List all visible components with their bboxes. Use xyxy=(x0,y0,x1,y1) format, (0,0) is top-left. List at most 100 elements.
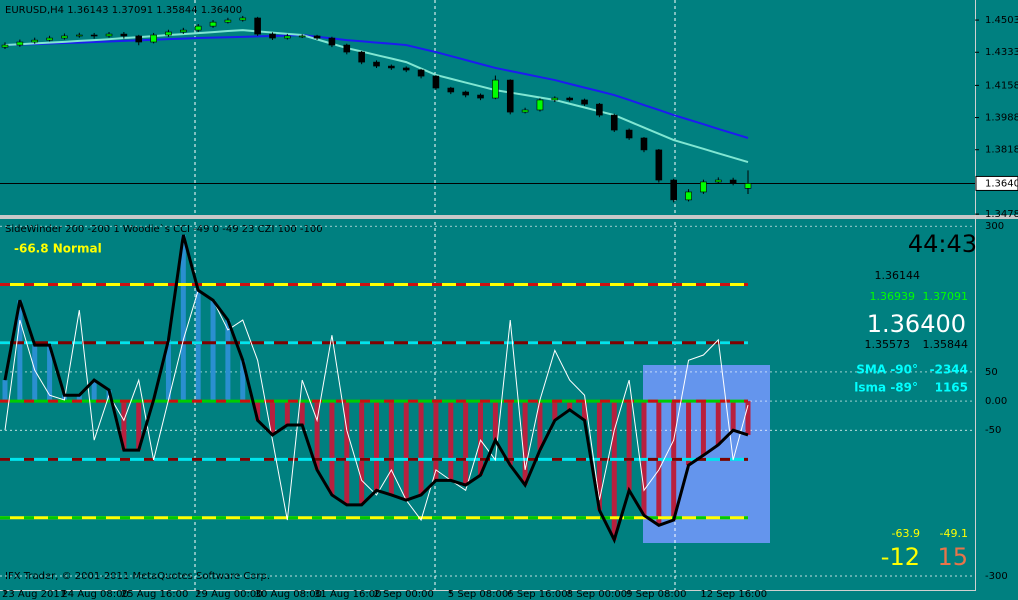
histogram-bar xyxy=(730,401,736,431)
readout: -12 xyxy=(881,543,920,571)
histogram-bar xyxy=(537,401,543,451)
turbo-cci-line xyxy=(4,289,749,522)
histogram-bar xyxy=(329,401,335,495)
readout: -49.1 xyxy=(940,527,968,540)
candle-body xyxy=(16,41,24,46)
readout: -63.9 xyxy=(892,527,920,540)
histogram-bar xyxy=(374,401,379,491)
histogram-bar xyxy=(359,401,365,505)
x-tick-label: 5 Sep 08:00 xyxy=(448,589,508,600)
x-tick-label: 8 Sep 00:00 xyxy=(567,589,627,600)
y-tick-label: 0.00 xyxy=(985,396,1007,407)
candle-body xyxy=(284,35,291,39)
candle-body xyxy=(46,37,53,41)
candle-body xyxy=(714,179,722,183)
histogram-bar xyxy=(433,401,439,481)
candle-body xyxy=(566,97,573,101)
candle-body xyxy=(655,149,663,181)
readout: lsma -89° xyxy=(854,381,918,395)
histogram-bar xyxy=(656,401,662,526)
histogram-bar xyxy=(478,401,484,476)
histogram-bar xyxy=(596,401,602,511)
candle-body xyxy=(328,37,336,46)
candle-body xyxy=(492,79,499,99)
candle-body xyxy=(596,103,603,116)
histogram-bar xyxy=(745,401,751,435)
x-tick-label: 9 Sep 08:00 xyxy=(626,589,686,600)
histogram-bar xyxy=(626,401,632,491)
histogram-bar xyxy=(552,401,558,421)
y-tick-label: 1.34780 xyxy=(985,209,1018,220)
histogram-bar xyxy=(76,395,82,402)
panel-divider xyxy=(0,215,1018,219)
candle-body xyxy=(402,67,410,71)
candle-body xyxy=(462,91,469,96)
copyright: IFX Trader, © 2001-2011 MetaQuotes Softw… xyxy=(5,571,270,582)
histogram-bar xyxy=(210,300,216,402)
y-tick-label: 300 xyxy=(985,221,1004,232)
candle-body xyxy=(105,33,113,37)
chart-title: EURUSD,H4 1.36143 1.37091 1.35844 1.3640… xyxy=(5,5,242,16)
histogram-bar xyxy=(507,401,513,466)
readout: 15 xyxy=(937,543,968,571)
candle-body xyxy=(194,25,202,31)
moving-average xyxy=(4,29,749,164)
histogram-bar xyxy=(269,401,275,435)
readout: 44:43 xyxy=(908,230,977,258)
candle-body xyxy=(625,129,633,139)
y-tick-label: 1.39880 xyxy=(985,113,1018,124)
candle-body xyxy=(477,94,484,99)
readout: 1.36939 xyxy=(870,290,916,303)
candle-body xyxy=(521,109,529,113)
histogram-bar xyxy=(165,339,171,402)
candle-body xyxy=(254,17,261,35)
candle-body xyxy=(239,17,247,21)
readout: -2344 xyxy=(930,363,968,377)
candle-body xyxy=(506,79,514,113)
readout: 1.37091 xyxy=(923,290,969,303)
readout: SMA -90° xyxy=(856,363,918,377)
histogram-bar xyxy=(686,401,692,466)
y-tick-label: -300 xyxy=(985,571,1008,582)
y-tick-label: 1.38180 xyxy=(985,145,1018,156)
x-tick-label: 6 Sep 16:00 xyxy=(507,589,567,600)
period-separators xyxy=(194,0,676,590)
indicator-title: SideWinder 200 -200 1 Woodie`s CCI -49 0… xyxy=(5,223,323,235)
readout: 1.36400 xyxy=(867,310,966,338)
current-price-label: 1.36400 xyxy=(985,178,1018,189)
candle-body xyxy=(670,179,678,201)
candle-body xyxy=(388,65,395,69)
histogram-bar xyxy=(225,320,231,402)
candle-body xyxy=(224,19,232,23)
candle-body xyxy=(76,34,83,37)
histogram-bar xyxy=(255,401,261,421)
candle-body xyxy=(269,33,276,39)
candle-body xyxy=(685,191,692,201)
x-tick-label: 23 Aug 2011 xyxy=(2,589,66,600)
y-tick-label: 1.43330 xyxy=(985,47,1018,58)
histogram-bar xyxy=(284,401,290,425)
readout: 1.35573 xyxy=(865,338,911,351)
histogram-bar xyxy=(121,401,127,451)
y-tick-label: 1.41580 xyxy=(985,80,1018,91)
y-tick-label: 1.45030 xyxy=(985,15,1018,26)
histogram-bar xyxy=(492,401,498,441)
candle-body xyxy=(536,99,544,111)
histogram-bar xyxy=(91,380,97,402)
candle-body xyxy=(150,34,157,43)
candle-body xyxy=(61,35,68,39)
histogram-bar xyxy=(32,345,38,402)
candle-body xyxy=(135,35,143,43)
x-tick-label: 29 Aug 00:00 xyxy=(195,589,262,600)
histogram-bar xyxy=(403,401,409,501)
cci-line xyxy=(3,234,749,544)
histogram-bar xyxy=(388,401,394,495)
x-tick-label: 2 Sep 00:00 xyxy=(374,589,434,600)
candle-body xyxy=(373,61,380,67)
x-tick-label: 30 Aug 08:00 xyxy=(255,589,322,600)
candle-body xyxy=(729,179,737,184)
histogram-bar xyxy=(463,401,469,486)
histogram-bar xyxy=(180,234,186,402)
x-tick-label: 25 Aug 16:00 xyxy=(121,589,188,600)
